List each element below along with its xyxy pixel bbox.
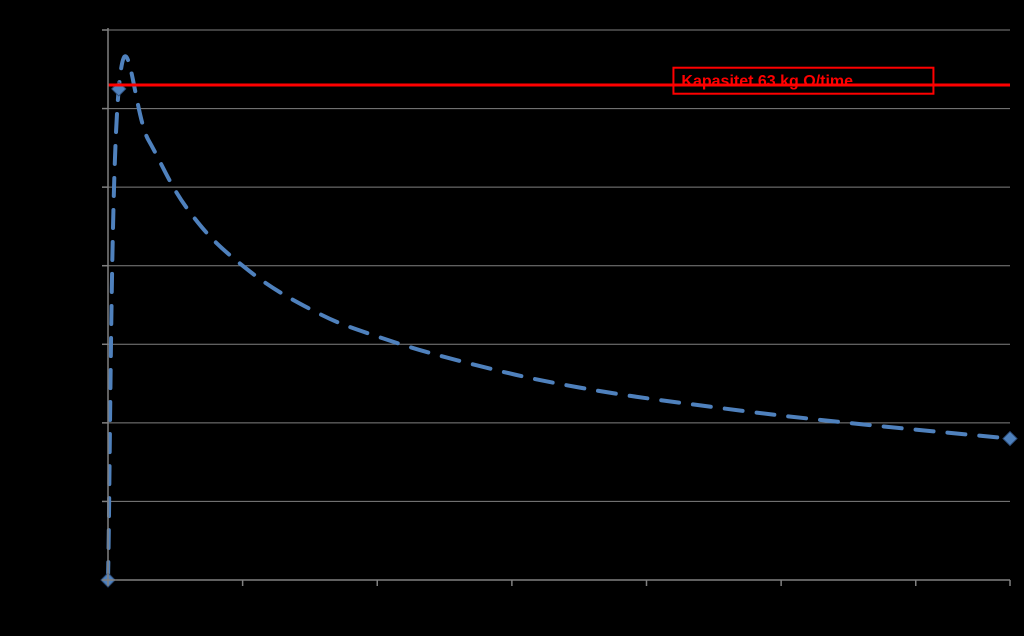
- capacity-label-box: Kapasitet 63 kg O/time: [673, 68, 933, 94]
- capacity-label-text: Kapasitet 63 kg O/time: [681, 73, 853, 90]
- chart-svg: Kapasitet 63 kg O/time: [0, 0, 1024, 636]
- data-markers: [101, 82, 1017, 587]
- data-marker: [1003, 432, 1017, 446]
- oxygen-capacity-chart: Kapasitet 63 kg O/time: [0, 0, 1024, 636]
- axes: [102, 28, 1010, 586]
